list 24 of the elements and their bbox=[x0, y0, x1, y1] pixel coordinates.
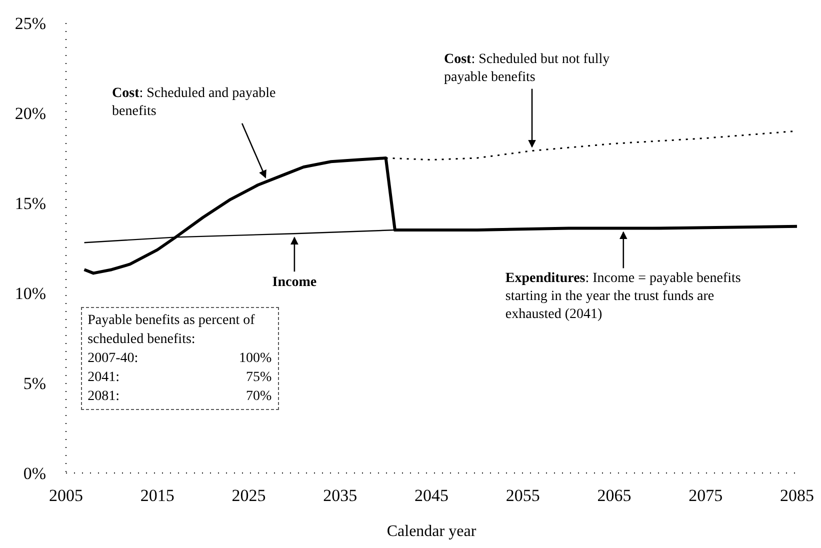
annotation: Expenditures: Income = payable benefits starting in the year the trust funds are exhausted (2041) bbox=[505, 270, 742, 324]
x-axis-title: Calendar year bbox=[386, 523, 477, 540]
x-tick-label: 2075 bbox=[688, 486, 723, 506]
annotation: Cost: Scheduled but not fully payable benefits bbox=[444, 50, 611, 87]
y-tick-label: 25% bbox=[14, 14, 46, 34]
y-tick-label: 0% bbox=[23, 464, 46, 484]
x-tick-label: 2055 bbox=[506, 486, 540, 506]
y-tick-label: 20% bbox=[14, 104, 46, 124]
x-tick-label: 2085 bbox=[780, 486, 814, 506]
y-tick-label: 5% bbox=[23, 374, 46, 394]
annotation: Cost: Scheduled and payable benefits bbox=[112, 85, 277, 122]
x-tick-label: 2035 bbox=[323, 486, 358, 506]
annotation: Payable benefits as percent of scheduled benefits: bbox=[88, 312, 256, 350]
text: 2041: 75% bbox=[88, 370, 272, 386]
x-tick-label: 2025 bbox=[232, 486, 266, 506]
y-tick-label: 15% bbox=[14, 194, 46, 214]
x-tick-label: 2045 bbox=[414, 486, 448, 506]
x-tick-label: 2015 bbox=[140, 486, 174, 506]
x-tick-label: 2065 bbox=[597, 486, 632, 506]
text: 2007-40: 100% bbox=[88, 351, 272, 366]
x-tick-label: 2005 bbox=[49, 486, 83, 506]
y-tick-label: 10% bbox=[14, 284, 46, 304]
annotation: Income bbox=[272, 274, 317, 290]
text: 2081: 70% bbox=[88, 389, 272, 404]
